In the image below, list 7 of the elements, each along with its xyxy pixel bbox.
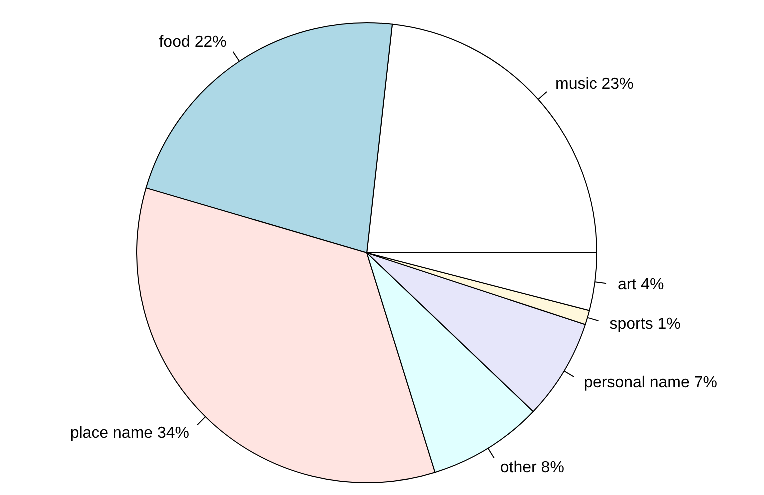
- slice-label: food 22%: [159, 34, 227, 51]
- slice-label: personal name 7%: [584, 374, 718, 392]
- slice-label: art 4%: [618, 276, 664, 294]
- slice-label: sports 1%: [610, 316, 681, 333]
- slice-label: other 8%: [500, 459, 564, 476]
- slice-label: place name 34%: [70, 424, 190, 442]
- slice-label: music 23%: [556, 76, 634, 93]
